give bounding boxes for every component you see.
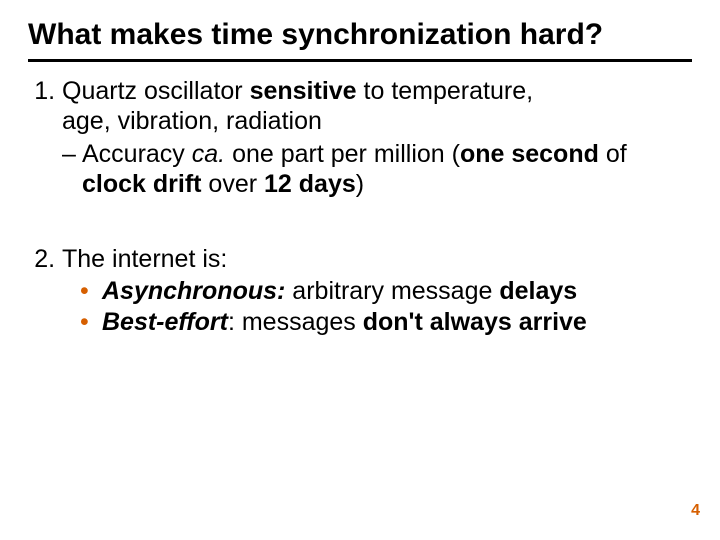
bullet-besteffort: • Best-effort: messages don't always arr…	[80, 307, 692, 338]
bold-text: sensitive	[250, 77, 357, 105]
slide: What makes time synchronization hard? Qu…	[0, 0, 720, 540]
text: to temperature,	[357, 77, 533, 105]
item2-lead: The internet is:	[62, 244, 692, 275]
item1-subpoint: – Accuracy ca. one part per million (one…	[62, 139, 692, 200]
bullet-text: Asynchronous: arbitrary message delays	[102, 276, 692, 307]
bullet-icon: •	[80, 307, 102, 338]
text: one part per million (	[225, 140, 460, 168]
page-number: 4	[691, 502, 700, 520]
bullet-text: Best-effort: messages don't always arriv…	[102, 307, 692, 338]
bold-text: delays	[499, 277, 577, 305]
item1-line2: age, vibration, radiation	[62, 106, 692, 137]
item2-bullets: • Asynchronous: arbitrary message delays…	[62, 276, 692, 337]
text: of	[599, 140, 627, 168]
list-item-1: Quartz oscillator sensitive to temperatu…	[62, 76, 692, 200]
main-list: Quartz oscillator sensitive to temperatu…	[28, 76, 692, 338]
bold-text: clock drift	[82, 170, 201, 198]
slide-title: What makes time synchronization hard?	[28, 18, 692, 53]
text: : messages	[228, 308, 363, 336]
bullet-icon: •	[80, 276, 102, 307]
bold-text: 12 days	[264, 170, 356, 198]
list-item-2: The internet is: • Asynchronous: arbitra…	[62, 244, 692, 338]
bold-text: don't always arrive	[363, 308, 587, 336]
text: over	[201, 170, 264, 198]
italic-text: ca.	[192, 140, 225, 168]
item1-line1: Quartz oscillator sensitive to temperatu…	[62, 76, 692, 107]
item1-sub-text: Accuracy ca. one part per million (one s…	[82, 139, 692, 200]
text: )	[356, 170, 364, 198]
dash-icon: –	[62, 139, 82, 170]
bold-italic-text: Asynchronous:	[102, 277, 285, 305]
bold-italic-text: Best-effort	[102, 308, 228, 336]
bullet-async: • Asynchronous: arbitrary message delays	[80, 276, 692, 307]
text: Accuracy	[82, 140, 192, 168]
bold-text: one second	[460, 140, 599, 168]
text: arbitrary message	[285, 277, 499, 305]
text: Quartz oscillator	[62, 77, 250, 105]
title-underline	[28, 59, 692, 62]
